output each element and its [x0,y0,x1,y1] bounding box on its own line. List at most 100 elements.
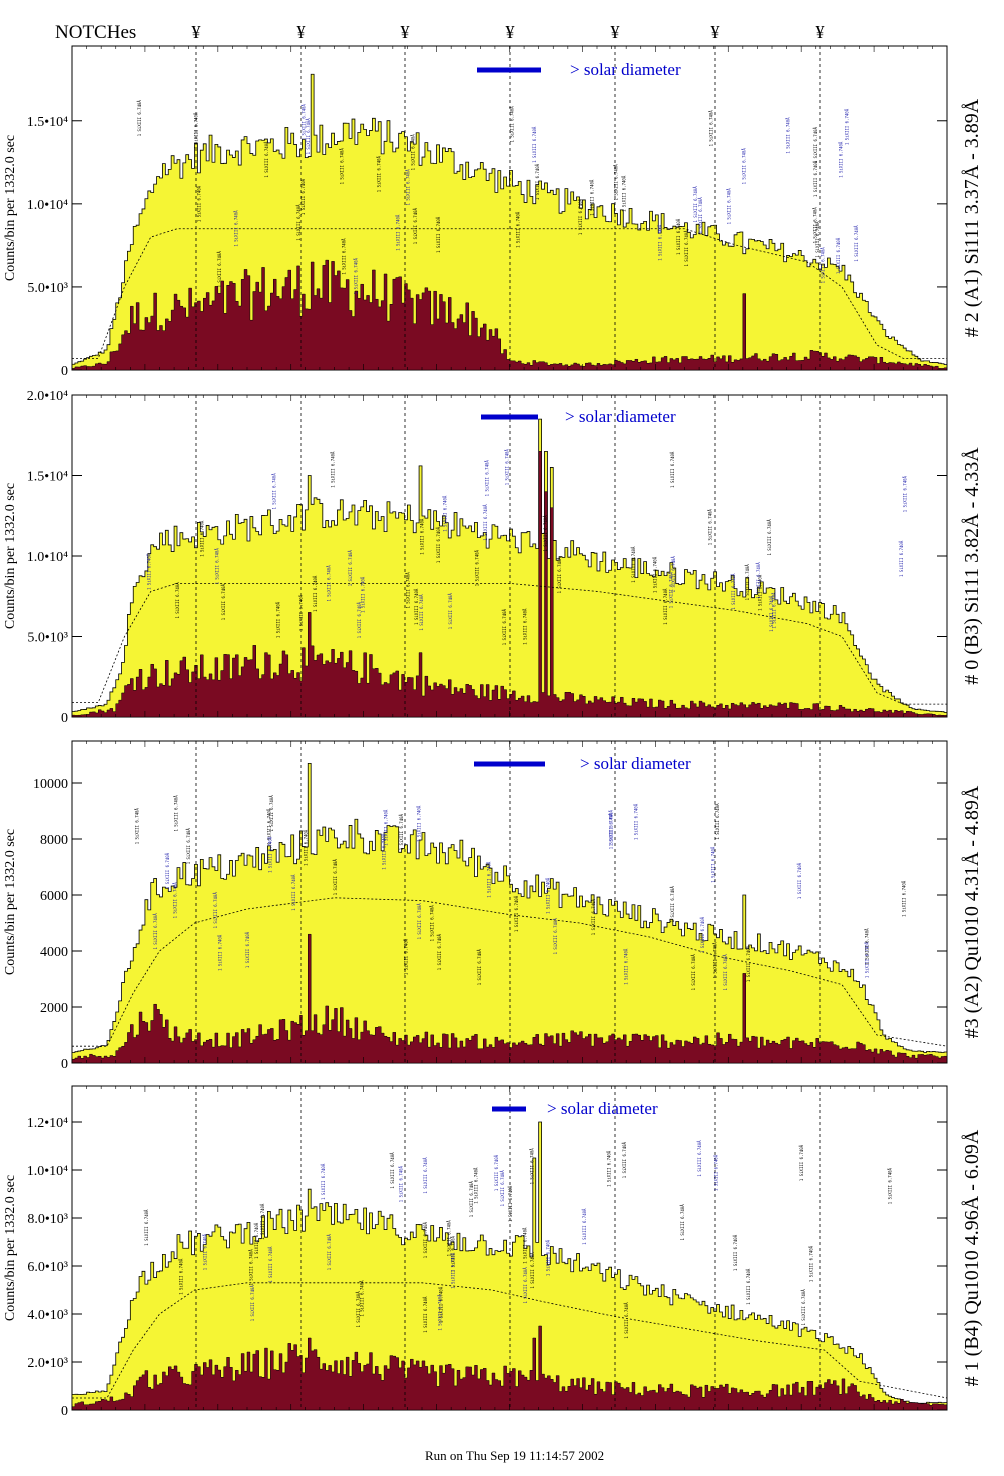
notch-marks: ¥ ¥ ¥ ¥ ¥ ¥ ¥ [192,22,825,42]
line-annotation: 1 SiXIII 6.740Å [745,564,750,601]
line-annotation: 1 SiXIII 6.740Å [451,1235,456,1272]
line-annotation: 1 SiXIII 6.740Å [746,945,751,982]
line-annotation: 1 SiXIII 6.740Å [404,938,409,975]
y-tick-label: 1.0•10⁴ [27,550,68,565]
line-annotation: 1 SiXIII 6.740Å [522,608,527,645]
line-annotation: 1 SiXIII 6.740Å [221,583,226,620]
line-annotation: 1 SiXIII 6.740Å [608,809,613,846]
total-counts-histogram [71,763,948,1064]
line-annotation: 1 SiXIII 6.740Å [799,1144,804,1181]
line-annotation: 1 SiXIII 6.740Å [450,1252,455,1289]
line-annotation: 1 SiXIII 6.740Å [348,550,353,587]
notch-marker: ¥ [401,22,410,42]
notch-marker: ¥ [506,22,515,42]
line-annotation: 1 SiXIII 6.740Å [668,572,673,609]
y-axis-label: Counts/bin per 1332.0 sec [3,829,18,975]
line-annotation: 1 SiXIII 6.740Å [448,593,453,630]
line-annotation: 1 SiXIII 6.740Å [591,898,596,935]
line-annotation: 1 SiXIII 6.740Å [377,155,382,192]
line-annotation: 1 SiXIII 6.740Å [390,1152,395,1189]
line-annotation: 1 SiXIII 6.740Å [313,575,318,612]
y-tick-label: 1.0•10⁴ [27,1164,68,1179]
line-annotation: 1 SiXIII 6.740Å [510,106,515,143]
line-annotation: 1 SiXIII 6.740Å [342,238,347,275]
line-annotation: 1 SiXIII 6.740Å [417,903,422,940]
line-annotation: 1 SiXIII 6.740Å [545,1239,550,1276]
line-annotation: 1 SiXIII 6.740Å [215,548,220,585]
line-annotation: 1 SiXIII 6.740Å [469,1181,474,1218]
line-annotation: 1 SiXIII 6.740Å [516,211,521,248]
line-annotation: 1 SiXIII 6.740Å [303,829,308,866]
line-annotation: 1 SiXIII 6.740Å [296,204,301,241]
y-tick-label: 6.0•10³ [27,1260,68,1275]
line-annotation: 1 SiXIII 6.740Å [264,141,269,178]
line-annotation: 1 SiXIII 6.740Å [836,237,841,274]
notch-marker: ¥ [192,22,201,42]
line-annotation: 1 SiXIII 6.740Å [429,905,434,942]
notch-marker: ¥ [711,22,720,42]
line-annotation: 1 SiXIII 6.740Å [670,451,675,488]
line-annotation: 1 SiXIII 6.740Å [756,562,761,599]
line-annotation: 1 SiXIII 6.740Å [715,803,720,840]
total-counts-histogram [71,1121,948,1411]
line-annotation: 1 SiXIII 6.740Å [815,221,820,258]
detector-label: # 1 (B4) Qu1010 4.96Å - 6.09Å [961,1129,983,1386]
y-tick-label: 1.5•10⁴ [27,115,68,130]
line-annotation: 1 SiXIII 6.740Å [477,949,482,986]
line-annotation: 1 SiXIII 6.740Å [245,931,250,968]
y-tick-label: 5.0•10³ [27,631,68,646]
line-annotation: 1 SiXIII 6.740Å [144,1209,149,1246]
line-annotation: 1 SiXIII 6.740Å [173,882,178,919]
line-annotation: 1 SiXIII 6.740Å [821,247,826,284]
line-annotation: 1 SiXIII 6.740Å [356,1291,361,1328]
line-annotation: 1 SiXIII 6.740Å [663,588,668,625]
line-annotation: 1 SiXIII 6.740Å [395,214,400,251]
line-annotation: 1 SiXIII 6.740Å [514,895,519,932]
notches-label: NOTCHes [55,22,136,43]
line-annotation: 1 SiXIII 6.740Å [726,188,731,225]
y-tick-label: 0 [61,364,68,379]
y-tick-label: 5.0•10³ [27,281,68,296]
line-annotation: 1 SiXIII 6.740Å [436,526,441,563]
line-annotation: 1 SiXIII 6.740Å [670,886,675,923]
line-annotation: 1 SiXIII 6.740Å [173,795,178,832]
y-tick-label: 2.0•10⁴ [27,389,68,404]
line-annotation: 1 SiXIII 6.740Å [838,141,843,178]
line-annotation: 1 SiXIII 6.740Å [658,224,663,261]
line-annotation: 1 SiXIII 6.740Å [354,257,359,294]
line-annotation: 1 SiXIII 6.740Å [606,1150,611,1187]
line-annotation: 1 SiXIII 6.740Å [197,185,202,222]
line-annotation: 1 SiXIII 6.740Å [578,198,583,235]
run-timestamp: Run on Thu Sep 19 11:14:57 2002 [425,1448,604,1463]
line-annotation: 1 SiXIII 6.740Å [146,553,151,590]
line-annotation: 1 SiXIII 6.740Å [622,175,627,212]
y-tick-label: 1.2•10⁴ [27,1116,68,1131]
solar-diameter-label: > solar diameter [565,407,676,426]
solar-diameter-label: > solar diameter [580,754,691,773]
line-annotation: 1 SiXIII 6.740Å [153,913,158,950]
line-annotation: 1 SiXIII 6.740Å [797,862,802,899]
line-annotation: 1 SiXIII 6.740Å [634,803,639,840]
line-annotation: 1 SiXIII 6.740Å [419,594,424,631]
line-annotation: 1 SiXIII 6.740Å [321,1163,326,1200]
line-annotation: 1 SiXIII 6.740Å [508,1185,513,1222]
line-annotation: 1 SiXIII 6.740Å [622,1141,627,1178]
y-tick-label: 0 [61,1057,68,1072]
line-annotation: 1 SiXIII 6.740Å [260,1203,265,1240]
line-annotation: 1 SiXIII 6.740Å [733,1234,738,1271]
y-tick-label: 1.5•10⁴ [27,470,68,485]
line-annotation: 1 SiXIII 6.740Å [250,1285,255,1322]
line-annotation: 1 SiXIII 6.740Å [357,601,362,638]
line-annotation: 1 SiXIII 6.740Å [233,210,238,247]
line-annotation: 1 SiXIII 6.740Å [693,186,698,223]
line-annotation: 1 SiXIII 6.740Å [302,104,307,141]
line-annotation: 1 SiXIII 6.740Å [218,934,223,971]
line-annotation: 1 SiXIII 6.740Å [902,475,907,512]
line-annotation: 1 SiXIII 6.740Å [700,916,705,953]
line-annotation: 1 SiXIII 6.740Å [437,933,442,970]
line-annotation: 1 SiXIII 6.740Å [340,148,345,185]
line-annotation: 1 SiXIII 6.740Å [306,118,311,155]
detector-label: # 0 (B3) Si111 3.82Å - 4.33Å [961,447,983,685]
